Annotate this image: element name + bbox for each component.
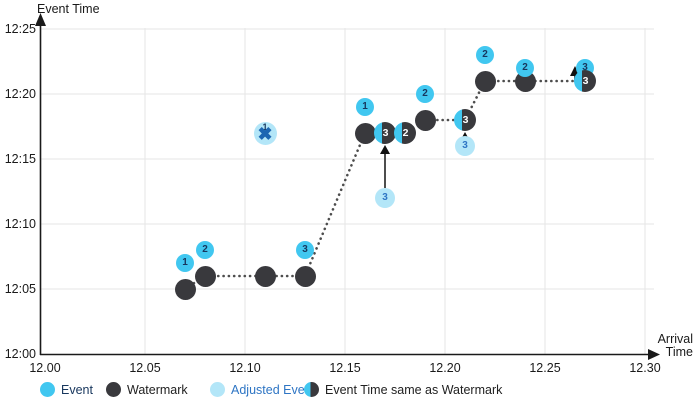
event-marker: 1 [356,98,374,116]
watermark-marker [194,265,216,287]
event-marker: 2 [516,59,534,77]
event-marker: 2 [476,46,494,64]
same-as-watermark-marker: 3 [374,122,396,144]
x-tick-label: 12.20 [429,361,461,375]
dropped-x-icon: ✖ [257,123,273,144]
watermark-marker [474,70,496,92]
y-tick-label: 12:05 [4,282,36,296]
watermark-marker [254,265,276,287]
event-marker: 2 [196,241,214,259]
legend-item-adjusted-event: Adjusted Event [210,381,315,398]
y-axis-title: Event Time [37,2,100,16]
legend-item-event: Event [40,381,93,398]
y-tick-label: 12:20 [4,87,36,101]
adjusted-event-swatch-icon [210,382,225,397]
y-tick-label: 12:00 [4,347,36,361]
x-tick-label: 12.10 [229,361,261,375]
watermark-marker [354,122,376,144]
dropped-event-number: 1 [262,121,268,132]
event-marker: 2 [416,85,434,103]
x-tick-label: 12.05 [129,361,161,375]
y-tick-label: 12:25 [4,22,36,36]
watermark-marker [174,278,196,300]
legend-label-adjusted-event: Adjusted Event [231,382,316,397]
legend-label-event: Event [61,382,93,397]
watermark-marker [414,109,436,131]
event-swatch-icon [40,382,55,397]
same-as-watermark-swatch-icon [304,382,319,397]
x-axis-title: Arrival Time [657,332,693,359]
x-tick-label: 12.30 [629,361,661,375]
y-tick-label: 12:15 [4,152,36,166]
same-as-watermark-marker: 3 [574,70,596,92]
adjusted-event-marker: 3 [455,136,475,156]
legend-label-same-as-watermark: Event Time same as Watermark [325,382,503,397]
event-marker: 1 [176,254,194,272]
legend-item-same-as-watermark: Event Time same as Watermark [304,381,502,398]
same-as-watermark-marker: 3 [454,109,476,131]
x-tick-label: 12.15 [329,361,361,375]
legend-label-watermark: Watermark [127,382,188,397]
dropped-event-marker: 1 ✖ [253,121,277,145]
x-tick-label: 12.00 [29,361,61,375]
event-marker: 3 [296,241,314,259]
watermark-swatch-icon [106,382,121,397]
adjusted-event-marker: 3 [375,188,395,208]
legend-item-watermark: Watermark [106,381,188,398]
watermark-marker [294,265,316,287]
x-tick-label: 12.25 [529,361,561,375]
y-tick-label: 12:10 [4,217,36,231]
same-as-watermark-marker: 2 [394,122,416,144]
